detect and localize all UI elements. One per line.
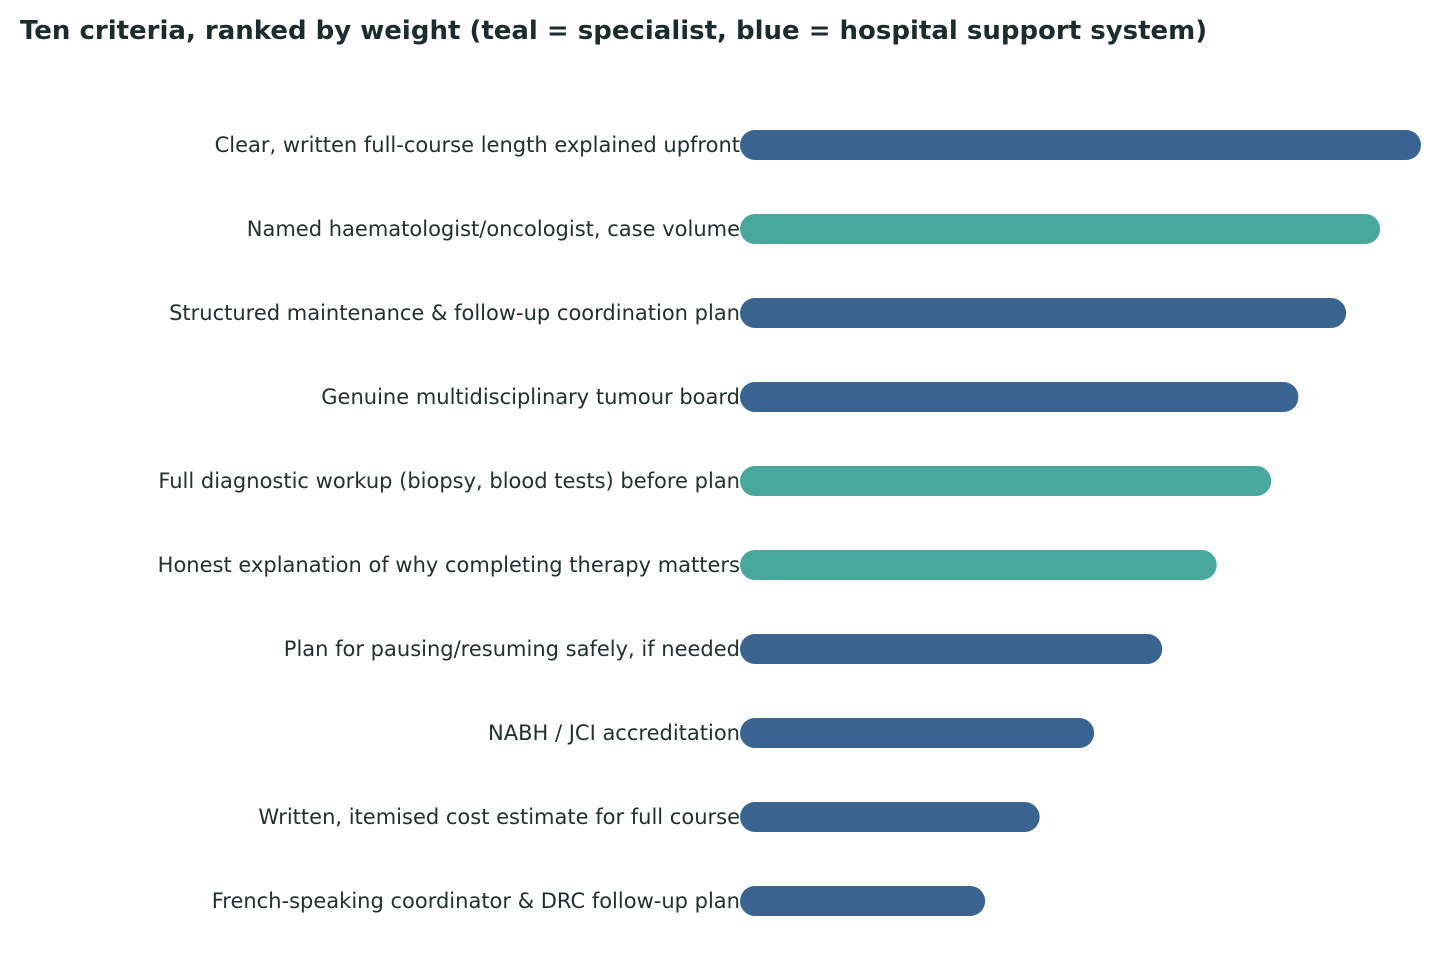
bar bbox=[740, 886, 986, 916]
bar bbox=[740, 718, 1095, 748]
bar bbox=[740, 382, 1299, 412]
chart-title: Ten criteria, ranked by weight (teal = s… bbox=[20, 16, 1208, 46]
bar bbox=[740, 298, 1347, 328]
bar bbox=[740, 214, 1381, 244]
category-label: Clear, written full-course length explai… bbox=[215, 133, 740, 157]
bar bbox=[740, 550, 1217, 580]
category-label: Honest explanation of why completing the… bbox=[158, 553, 740, 577]
category-label: Genuine multidisciplinary tumour board bbox=[321, 385, 740, 409]
category-label: Full diagnostic workup (biopsy, blood te… bbox=[158, 469, 740, 493]
bars bbox=[740, 130, 1421, 916]
category-label: French-speaking coordinator & DRC follow… bbox=[212, 889, 740, 913]
category-label: Plan for pausing/resuming safely, if nee… bbox=[284, 637, 740, 661]
bar bbox=[740, 634, 1163, 664]
bar bbox=[740, 130, 1421, 160]
bar bbox=[740, 802, 1040, 832]
category-label: NABH / JCI accreditation bbox=[488, 721, 740, 745]
category-label: Written, itemised cost estimate for full… bbox=[258, 805, 740, 829]
category-labels: Clear, written full-course length explai… bbox=[158, 133, 740, 913]
category-label: Named haematologist/oncologist, case vol… bbox=[247, 217, 740, 241]
category-label: Structured maintenance & follow-up coord… bbox=[169, 301, 740, 325]
bar bbox=[740, 466, 1272, 496]
